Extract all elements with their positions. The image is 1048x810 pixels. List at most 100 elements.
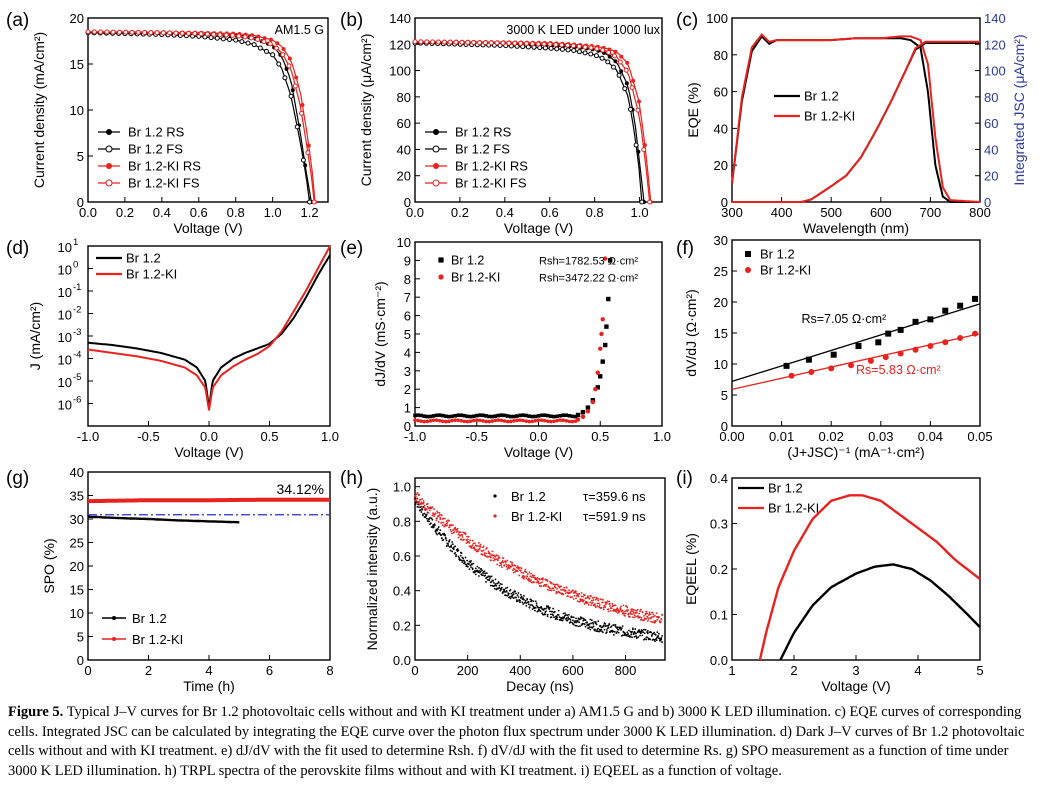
data-point (474, 569, 476, 572)
y-tick-label: 0.2 (393, 618, 411, 633)
data-point (570, 419, 575, 424)
data-point (524, 599, 527, 602)
data-point (538, 582, 540, 585)
data-point (440, 537, 443, 540)
data-point (416, 418, 420, 423)
data-point (435, 528, 438, 531)
data-point (608, 623, 611, 626)
data-point (613, 59, 618, 64)
x-axis-label: Decay (ns) (506, 678, 574, 694)
data-point (583, 623, 586, 626)
data-point (480, 568, 483, 570)
y-tick-label: 0.3 (710, 517, 728, 532)
data-point (478, 547, 481, 550)
data-point (626, 606, 629, 609)
data-point (569, 596, 572, 599)
data-point (558, 616, 561, 618)
data-point (571, 619, 574, 622)
data-point (445, 520, 448, 523)
data-point (645, 610, 648, 613)
data-point (502, 557, 505, 560)
data-point (656, 618, 659, 621)
data-point (434, 529, 437, 532)
data-point (652, 613, 655, 616)
data-point (506, 586, 509, 589)
x-tick-label: 1.0 (264, 205, 282, 220)
data-point (307, 199, 313, 205)
data-point (467, 563, 470, 566)
data-point (477, 40, 483, 46)
data-point (552, 614, 555, 617)
x-tick-label: 1.0 (321, 429, 339, 444)
data-point (805, 356, 812, 363)
data-point (613, 49, 618, 54)
panel-label-h: (h) (340, 468, 363, 489)
data-point (516, 565, 519, 568)
data-point (477, 545, 480, 547)
data-point (532, 600, 535, 603)
data-point (882, 354, 889, 361)
data-point (179, 30, 185, 36)
data-point (494, 578, 497, 581)
y-tick-label: 1.0 (393, 480, 411, 495)
data-point (582, 44, 588, 50)
data-point (590, 599, 593, 602)
data-point (436, 511, 439, 514)
data-point (646, 612, 649, 615)
data-point (454, 526, 457, 529)
data-point (489, 584, 492, 587)
data-point (788, 372, 795, 379)
data-point (601, 631, 604, 634)
data-point (416, 492, 419, 494)
data-point (261, 39, 267, 45)
y-tick-label: 80 (397, 90, 411, 105)
y-tick-exponent: 0 (73, 260, 78, 271)
x-tick-label: 5 (976, 663, 983, 678)
series-line (88, 32, 312, 203)
data-point (494, 40, 500, 46)
data-point (620, 629, 622, 631)
data-point (634, 628, 637, 630)
y-tick-label: 20 (397, 169, 411, 184)
data-point (300, 157, 306, 163)
data-point (504, 561, 507, 564)
data-point (487, 414, 491, 419)
data-point (499, 418, 504, 423)
data-point (639, 608, 642, 611)
data-point (506, 40, 512, 46)
data-point (660, 618, 663, 621)
data-point (504, 560, 507, 563)
data-point (452, 529, 455, 531)
data-point (655, 612, 658, 615)
data-point (594, 46, 600, 52)
data-point (417, 502, 420, 505)
data-point (489, 577, 491, 579)
data-point (552, 414, 556, 419)
data-point (636, 99, 641, 104)
data-point (465, 39, 471, 45)
data-point (426, 505, 429, 508)
data-point (431, 418, 436, 423)
data-point (494, 583, 497, 585)
x-axis-label: Voltage (V) (821, 678, 890, 694)
data-point (262, 36, 267, 41)
data-point (635, 635, 637, 637)
y-tick-label: 0.4 (710, 471, 728, 486)
data-point (595, 370, 600, 375)
data-point (416, 505, 419, 508)
series-line (731, 33, 981, 203)
data-point (439, 516, 442, 519)
data-point (631, 630, 634, 633)
y-tick-label: 2 (404, 382, 411, 397)
data-point (425, 419, 430, 424)
data-point (446, 524, 449, 527)
data-point (449, 528, 452, 531)
data-point (657, 635, 660, 638)
data-point (582, 595, 585, 598)
data-point (504, 594, 507, 597)
data-point (549, 580, 551, 583)
y-tick-label: 40 (397, 142, 411, 157)
data-point (98, 29, 104, 35)
data-point (561, 418, 565, 423)
data-point (479, 570, 482, 573)
